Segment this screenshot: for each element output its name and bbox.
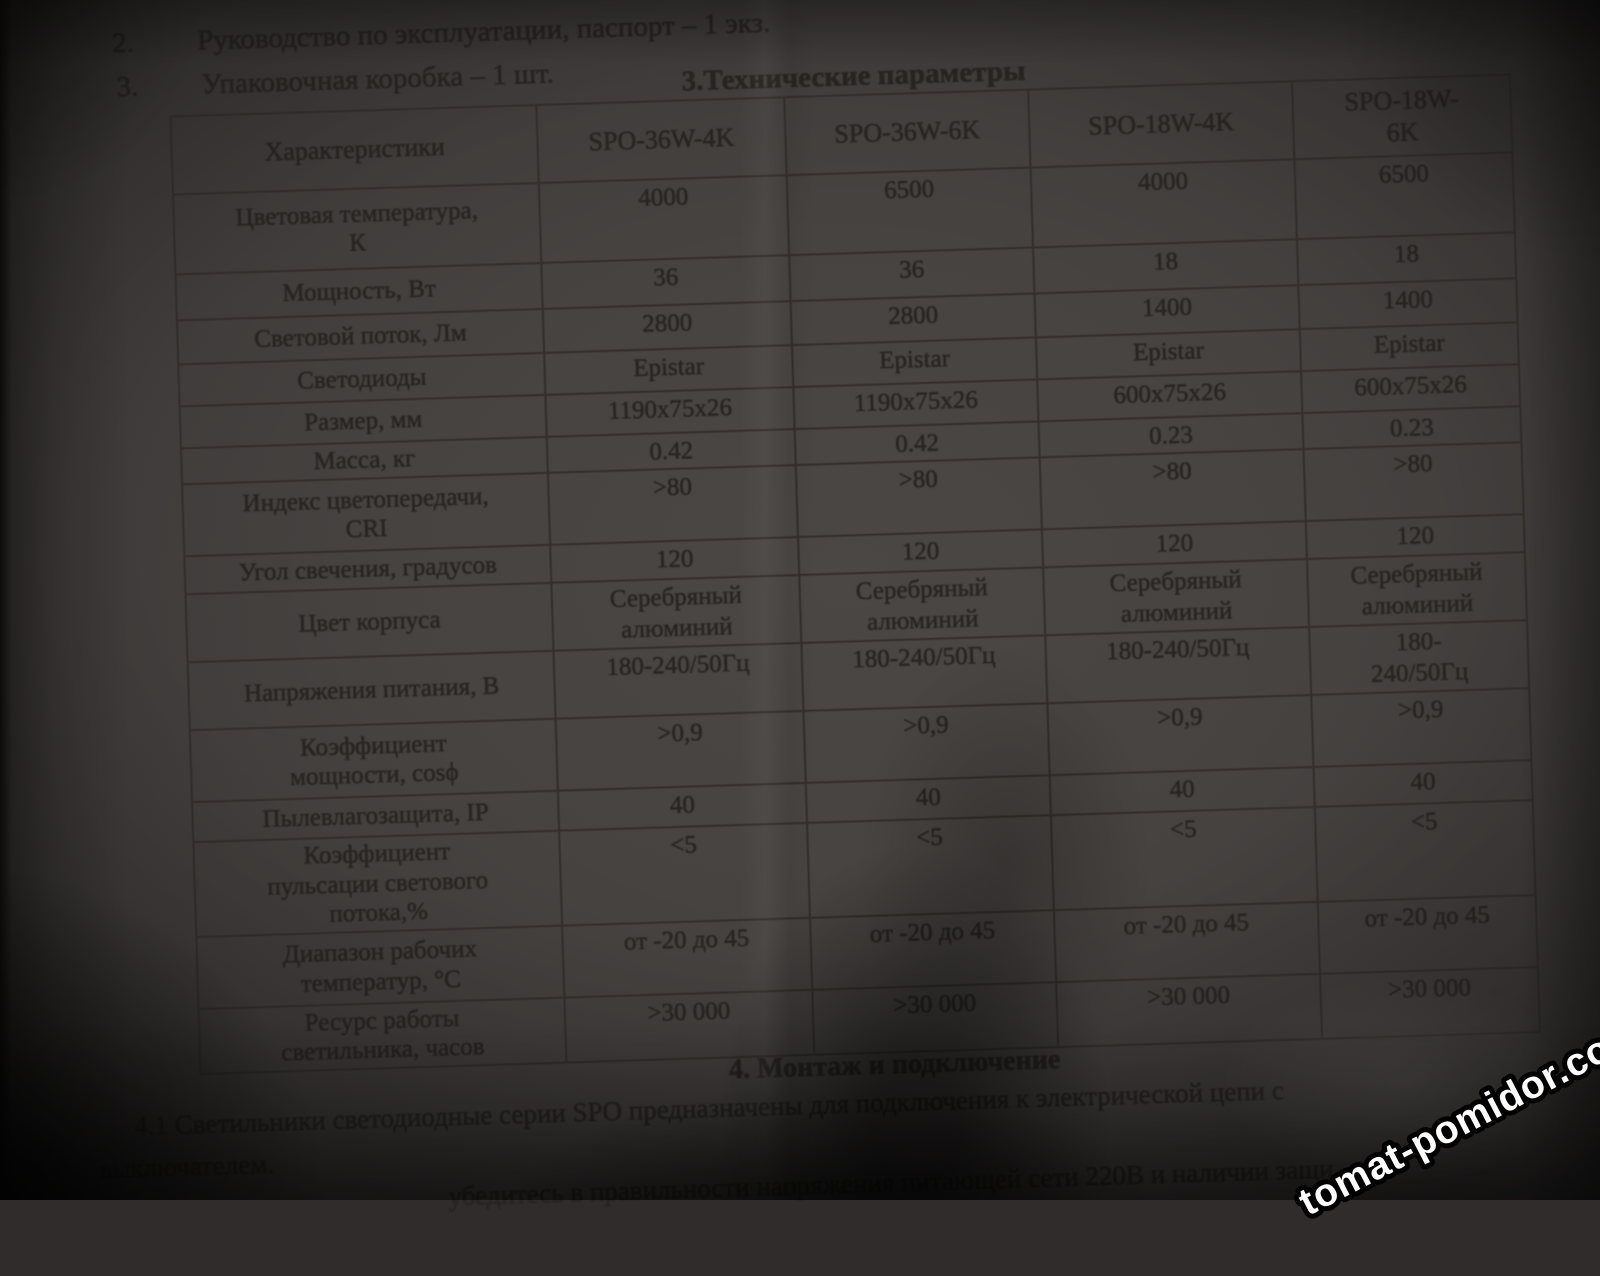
cell-value: 2800 <box>791 293 1036 345</box>
cell-value: 18 <box>1033 239 1298 293</box>
cell-value: 1400 <box>1298 278 1517 329</box>
row-label: Коэффициент мощности, cosϕ <box>190 719 558 802</box>
cell-value: >80 <box>796 457 1042 537</box>
spec-table: Характеристики SPO-36W-4K SPO-36W-6K SPO… <box>169 73 1540 1074</box>
cell-value: <5 <box>559 823 810 925</box>
list-item-number: 3. <box>116 69 202 105</box>
cell-value: >30 000 <box>812 982 1058 1055</box>
cell-value: 6500 <box>787 168 1033 256</box>
cell-value: 40 <box>1313 760 1532 807</box>
document-photo: 2.Руководство по эксплуатации, паспорт –… <box>0 0 1600 1200</box>
cell-value: 4000 <box>1031 159 1297 247</box>
cell-value: >80 <box>548 465 798 545</box>
cell-value: от -20 до 45 <box>810 910 1056 990</box>
list-item-3: 3.Упаковочная коробка – 1 шт. <box>116 57 554 104</box>
cell-value: 600х75х26 <box>1301 364 1520 413</box>
row-label: Напряжения питания, В <box>188 651 556 730</box>
row-label: Цветовая температура, К <box>173 183 541 274</box>
cell-value: 18 <box>1297 232 1516 285</box>
cell-value: >30 000 <box>564 989 814 1062</box>
paragraph-4-2-fragment: убедитесь в правильности напряжения пита… <box>448 1154 1334 1213</box>
cell-value: 36 <box>541 255 790 309</box>
cell-value: Серебряный алюминий <box>551 575 801 651</box>
cell-value: 4000 <box>539 175 789 263</box>
cell-value: 180-240/50Гц <box>553 643 803 719</box>
cell-value: 36 <box>789 248 1034 302</box>
cell-value: >80 <box>1304 442 1524 521</box>
cell-value: Epistar <box>1300 322 1519 371</box>
cell-value: >80 <box>1040 449 1306 529</box>
cell-value: <5 <box>1315 800 1536 901</box>
cell-value: 2800 <box>543 301 792 353</box>
cell-value: >0,9 <box>803 703 1049 783</box>
cell-value: от -20 до 45 <box>1054 901 1320 981</box>
column-header-spo-18w-4k: SPO-18W-4K <box>1028 81 1294 167</box>
paragraph-4-1-continuation: выключателем. <box>99 1149 274 1185</box>
column-header-characteristics: Характеристики <box>171 105 539 194</box>
cell-value: >0,9 <box>1311 688 1531 767</box>
column-header-spo-36w-4k: SPO-36W-4K <box>536 97 786 183</box>
list-item-2: 2.Руководство по эксплуатации, паспорт –… <box>112 7 771 61</box>
column-header-spo-18w-6k: SPO-18W- 6K <box>1292 74 1512 159</box>
cell-value: >0,9 <box>1047 695 1313 775</box>
list-item-text: Упаковочная коробка – 1 шт. <box>201 57 554 100</box>
cell-value: от -20 до 45 <box>562 917 812 997</box>
list-item-text: Руководство по эксплуатации, паспорт – 1… <box>197 7 771 57</box>
cell-value: 180- 240/50Гц <box>1309 620 1529 695</box>
cell-value: 180-240/50Гц <box>1045 627 1311 703</box>
cell-value: >0,9 <box>556 711 806 791</box>
row-label: Коэффициент пульсации светового потока,% <box>193 831 562 937</box>
column-header-spo-36w-6k: SPO-36W-6K <box>784 90 1030 176</box>
cell-value: Серебряный алюминий <box>799 567 1045 643</box>
cell-value: <5 <box>1051 807 1318 910</box>
cell-value: Серебряный алюминий <box>1307 552 1527 627</box>
row-label: Индекс цветопередачи, CRI <box>182 473 550 556</box>
cell-value: Серебряный алюминий <box>1043 559 1309 635</box>
row-label: Диапазон рабочих температур, °С <box>196 925 564 1008</box>
cell-value: от -20 до 45 <box>1318 895 1538 974</box>
row-label: Цвет корпуса <box>186 583 554 662</box>
paper-page: 2.Руководство по эксплуатации, паспорт –… <box>0 0 1600 1225</box>
row-label: Ресурс работы светильника, часов <box>199 997 567 1073</box>
cell-value: >30 000 <box>1056 973 1322 1046</box>
list-item-number: 2. <box>112 25 198 61</box>
cell-value: 180-240/50Гц <box>801 635 1047 711</box>
cell-value: 6500 <box>1294 152 1514 239</box>
cell-value: <5 <box>807 815 1054 917</box>
